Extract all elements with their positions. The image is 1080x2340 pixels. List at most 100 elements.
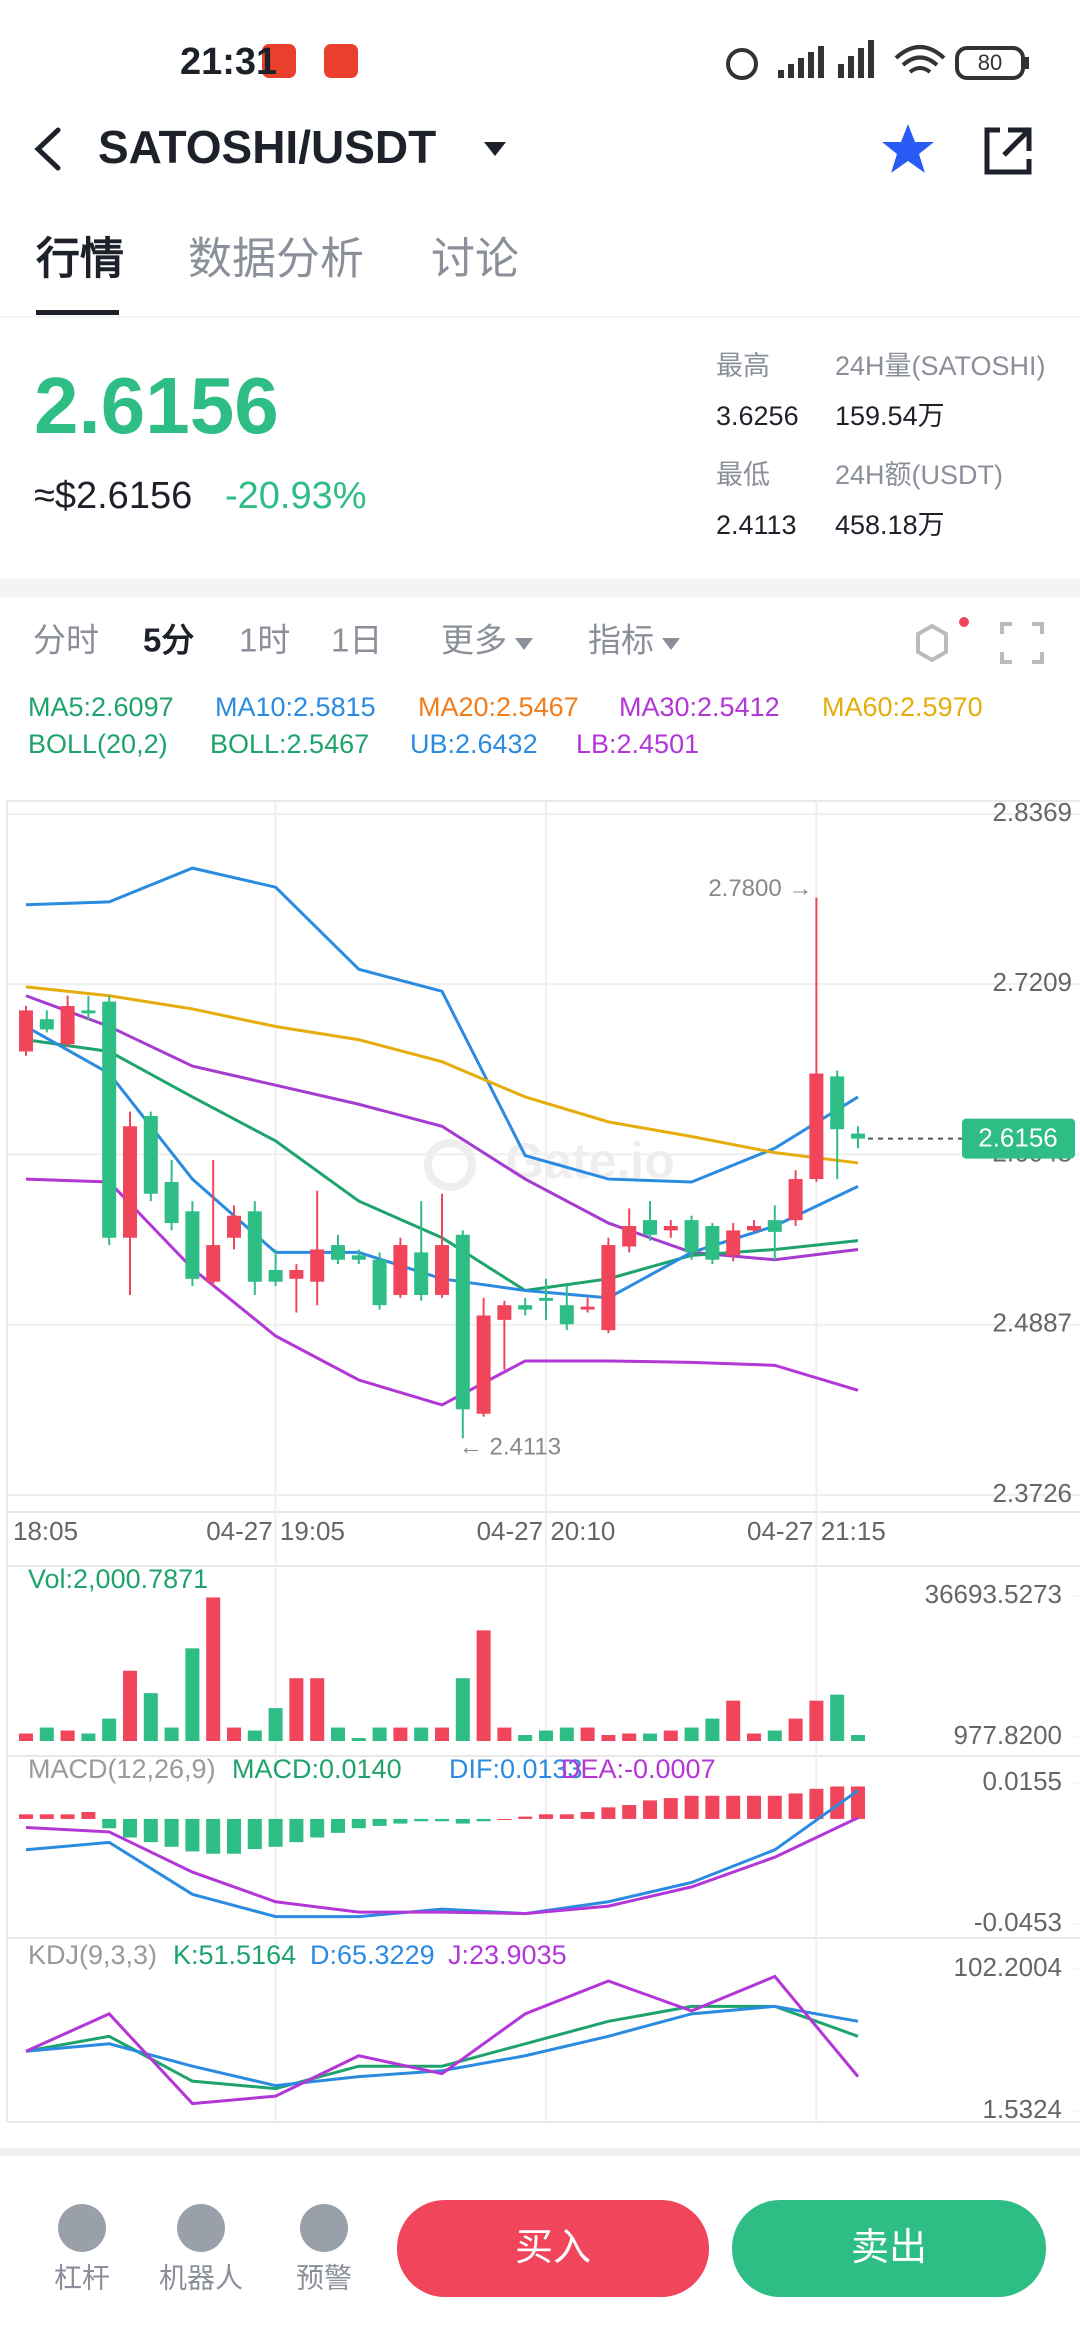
macd-bar <box>331 1818 345 1833</box>
candle-body <box>726 1230 741 1256</box>
volume-bar <box>435 1727 449 1741</box>
page-tab[interactable]: 数据分析 <box>188 235 364 284</box>
indicator-line <box>25 866 859 1184</box>
macd-bar <box>39 1814 54 1819</box>
macd-bar <box>705 1795 720 1819</box>
pair-dropdown[interactable] <box>484 142 506 156</box>
volume-bar <box>206 1597 221 1741</box>
app-badge <box>324 44 358 78</box>
button-label[interactable]: 买入 <box>515 2227 591 2269</box>
interval-tab[interactable]: 更多 <box>441 622 507 659</box>
fullscreen-icon[interactable] <box>1000 622 1044 664</box>
candle-body <box>518 1305 533 1310</box>
macd-bar <box>455 1818 470 1824</box>
battery-level: 80 <box>978 50 1002 75</box>
volume-bar <box>102 1718 117 1741</box>
macd-bar <box>726 1795 741 1819</box>
buy-button[interactable] <box>397 2200 709 2297</box>
macd-bar <box>310 1818 325 1838</box>
tab-underline <box>36 310 119 315</box>
macd-bar <box>559 1814 574 1819</box>
candle-body <box>289 1270 304 1279</box>
sell-button[interactable] <box>732 2200 1046 2297</box>
volume-bar <box>164 1727 179 1741</box>
volume-bar <box>247 1730 262 1741</box>
interval-tab[interactable]: 1时 <box>239 622 290 659</box>
last-price-tag <box>962 1118 1075 1159</box>
candle-body <box>351 1255 366 1260</box>
candle-body <box>123 1126 137 1238</box>
legend-entry: BOLL:2.5467 <box>210 729 369 759</box>
macd-bar <box>497 1818 512 1820</box>
nav-icon[interactable] <box>177 2204 225 2252</box>
volume-bar <box>580 1727 595 1741</box>
legend-entry: K:51.5164 <box>173 1940 296 1970</box>
indicator-line <box>25 1974 860 2106</box>
legend-entry: Vol:2,000.7871 <box>28 1564 208 1594</box>
candle-body <box>788 1179 803 1221</box>
candle-body <box>767 1220 782 1232</box>
stat-label: 最低 <box>716 460 770 490</box>
low-marker: ← 2.4113 <box>459 1434 561 1461</box>
legend-entry: J:23.9035 <box>448 1940 567 1970</box>
stat-value: 458.18万 <box>835 510 945 540</box>
last-price-label: 2.6156 <box>978 1122 1058 1152</box>
macd-bar <box>539 1814 553 1819</box>
legend-entry: D:65.3229 <box>310 1940 435 1970</box>
macd-bar <box>351 1818 366 1829</box>
interval-tab[interactable]: 分时 <box>33 622 99 659</box>
legend-entry: MA30:2.5412 <box>619 692 780 722</box>
settings-icon[interactable] <box>916 623 948 663</box>
interval-tab[interactable]: 1日 <box>331 622 382 659</box>
volume-bar <box>393 1727 408 1741</box>
y-tick-label: 1.5324 <box>982 2094 1062 2124</box>
candle-body <box>60 1005 75 1045</box>
candle-body <box>185 1211 200 1279</box>
macd-bar <box>663 1798 678 1819</box>
back-button[interactable] <box>34 127 61 171</box>
nav-label[interactable]: 杠杆 <box>54 2262 110 2293</box>
favorite-star[interactable] <box>882 124 934 173</box>
share-button[interactable] <box>984 127 1032 175</box>
volume-bar <box>726 1700 741 1741</box>
x-tick-label: 04-27 19:05 <box>206 1516 345 1546</box>
legend-entry: MA60:2.5970 <box>822 692 983 722</box>
button-label[interactable]: 卖出 <box>851 2227 927 2269</box>
candle-body <box>455 1234 470 1410</box>
nav-icon[interactable] <box>300 2204 348 2252</box>
volume-bar <box>19 1733 33 1741</box>
interval-tab[interactable]: 5分 <box>143 622 194 659</box>
watermark-logo <box>424 1139 476 1191</box>
volume-bar <box>830 1694 845 1741</box>
macd-bar <box>601 1807 616 1819</box>
volume-bar <box>81 1733 96 1741</box>
legend-entry: MACD:0.0140 <box>232 1754 402 1784</box>
legend-entry: MACD(12,26,9) <box>28 1754 216 1784</box>
volume-bar <box>497 1727 512 1741</box>
nav-label[interactable]: 机器人 <box>159 2262 243 2293</box>
alarm-icon <box>726 48 758 80</box>
x-tick-label: 18:05 <box>13 1516 78 1546</box>
interval-tab[interactable]: 指标 <box>588 622 654 659</box>
nav-icon[interactable] <box>58 2204 106 2252</box>
pair-title[interactable]: SATOSHI/USDT <box>98 121 436 173</box>
candle-body <box>331 1245 345 1260</box>
x-tick-label: 04-27 21:15 <box>747 1516 886 1546</box>
page-tab[interactable]: 行情 <box>36 235 124 284</box>
volume-bar <box>684 1727 699 1741</box>
volume-bar <box>851 1735 865 1741</box>
volume-bar <box>39 1727 54 1741</box>
legend-entry: DEA:-0.0007 <box>561 1754 716 1784</box>
page-tab[interactable]: 讨论 <box>431 235 519 284</box>
candle-body <box>372 1259 387 1306</box>
macd-bar <box>830 1786 845 1819</box>
candle-body <box>206 1245 221 1282</box>
nav-label[interactable]: 预警 <box>296 2262 352 2293</box>
volume-bar <box>310 1678 325 1741</box>
y-tick-label: 2.3726 <box>992 1478 1072 1508</box>
app-badge <box>262 44 296 78</box>
indicator-line <box>25 1789 859 1919</box>
macd-bar <box>809 1788 824 1819</box>
stat-value: 3.6256 <box>716 401 799 431</box>
